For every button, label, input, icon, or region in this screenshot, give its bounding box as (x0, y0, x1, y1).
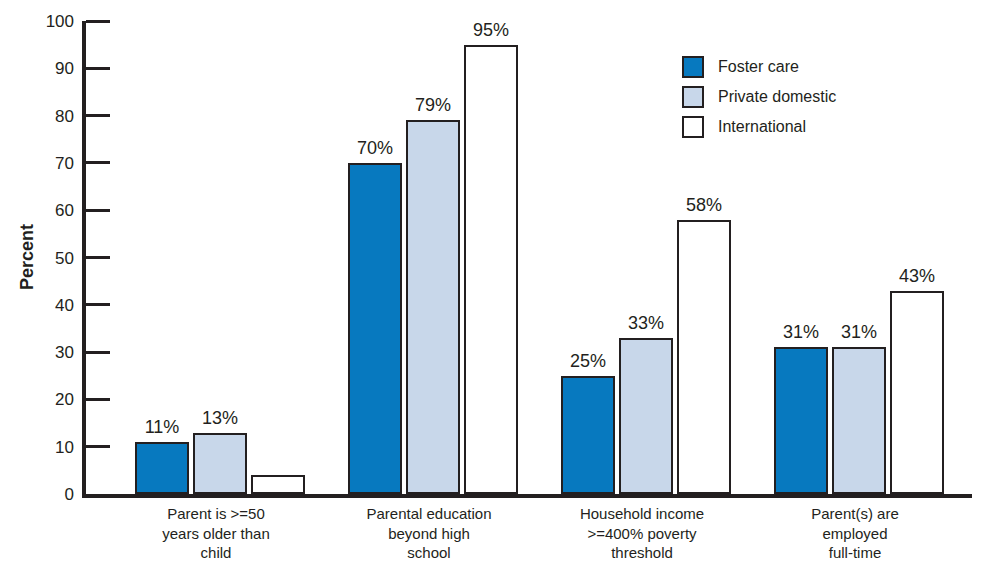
y-tick-label: 90 (55, 60, 74, 77)
y-tick-label: 30 (55, 344, 74, 361)
bar-private-domestic: 33% (619, 338, 673, 494)
bar-group: 11%13% (135, 21, 305, 494)
y-tick (86, 303, 110, 306)
y-tick-label: 50 (55, 249, 74, 266)
bar-value-label: 25% (570, 351, 606, 372)
bar-private-domestic: 13% (193, 433, 247, 494)
bar-value-label: 95% (473, 20, 509, 41)
bar-foster-care: 25% (561, 376, 615, 494)
y-tick-label: 70 (55, 154, 74, 171)
y-tick-label: 40 (55, 296, 74, 313)
bar-foster-care: 11% (135, 442, 189, 494)
bar-international: 95% (464, 45, 518, 494)
bar-value-label: 70% (357, 138, 393, 159)
category-label: Parental education beyond high school (344, 504, 514, 563)
y-tick (86, 114, 110, 117)
y-tick-label: 60 (55, 202, 74, 219)
category-label: Parent is >=50 years older than child (131, 504, 301, 563)
bar-value-label: 11% (145, 417, 180, 438)
y-axis-labels: 0102030405060708090100 (26, 21, 74, 494)
bar-international (251, 475, 305, 494)
y-tick (86, 67, 110, 70)
bar-value-label: 31% (841, 322, 877, 343)
y-tick (86, 351, 110, 354)
y-tick-label: 80 (55, 107, 74, 124)
bar-slot: 70% (348, 163, 402, 494)
y-tick (86, 209, 110, 212)
y-tick-label: 20 (55, 391, 74, 408)
y-tick (86, 20, 110, 23)
y-tick-label: 0 (65, 486, 74, 503)
bar-value-label: 31% (783, 322, 819, 343)
y-tick (86, 398, 110, 401)
bar-chart: Percent 0102030405060708090100 11%13%70%… (0, 0, 985, 573)
bar-private-domestic: 79% (406, 120, 460, 494)
bar-slot: 33% (619, 338, 673, 494)
bar-value-label: 33% (628, 313, 664, 334)
bar-slot (251, 475, 305, 494)
bar-value-label: 58% (686, 195, 722, 216)
legend-item-foster-care: Foster care (682, 56, 836, 78)
y-tick (86, 445, 110, 448)
bar-slot: 31% (832, 347, 886, 494)
bar-slot: 13% (193, 433, 247, 494)
y-tick-label: 100 (46, 13, 74, 30)
y-tick-label: 10 (55, 438, 74, 455)
category-label: Parent(s) are employed full-time (770, 504, 940, 563)
legend-swatch-icon (682, 86, 704, 108)
legend-label: International (718, 116, 806, 138)
legend: Foster care Private domestic International (682, 56, 836, 146)
legend-item-international: International (682, 116, 836, 138)
bar-slot: 11% (135, 442, 189, 494)
bar-slot: 79% (406, 120, 460, 494)
y-tick (86, 161, 110, 164)
bar-value-label: 43% (899, 266, 935, 287)
bar-private-domestic: 31% (832, 347, 886, 494)
bar-value-label: 13% (202, 408, 238, 429)
bar-slot: 31% (774, 347, 828, 494)
category-labels: Parent is >=50 years older than child Par… (82, 504, 968, 573)
legend-item-private-domestic: Private domestic (682, 86, 836, 108)
bar-foster-care: 70% (348, 163, 402, 494)
bar-slot: 43% (890, 291, 944, 494)
legend-label: Foster care (718, 56, 799, 78)
legend-swatch-icon (682, 56, 704, 78)
bar-group: 70%79%95% (348, 21, 518, 494)
bar-value-label: 79% (415, 95, 451, 116)
bar-international: 58% (677, 220, 731, 494)
bar-slot: 58% (677, 220, 731, 494)
bar-slot: 95% (464, 45, 518, 494)
category-label: Household income >=400% poverty threshol… (557, 504, 727, 563)
bar-slot: 25% (561, 376, 615, 494)
y-tick (86, 256, 110, 259)
bar-international: 43% (890, 291, 944, 494)
legend-label: Private domestic (718, 86, 836, 108)
legend-swatch-icon (682, 116, 704, 138)
plot-area: 11%13%70%79%95%25%33%58%31%31%43% (82, 21, 972, 494)
bar-foster-care: 31% (774, 347, 828, 494)
x-axis-line (82, 494, 972, 498)
